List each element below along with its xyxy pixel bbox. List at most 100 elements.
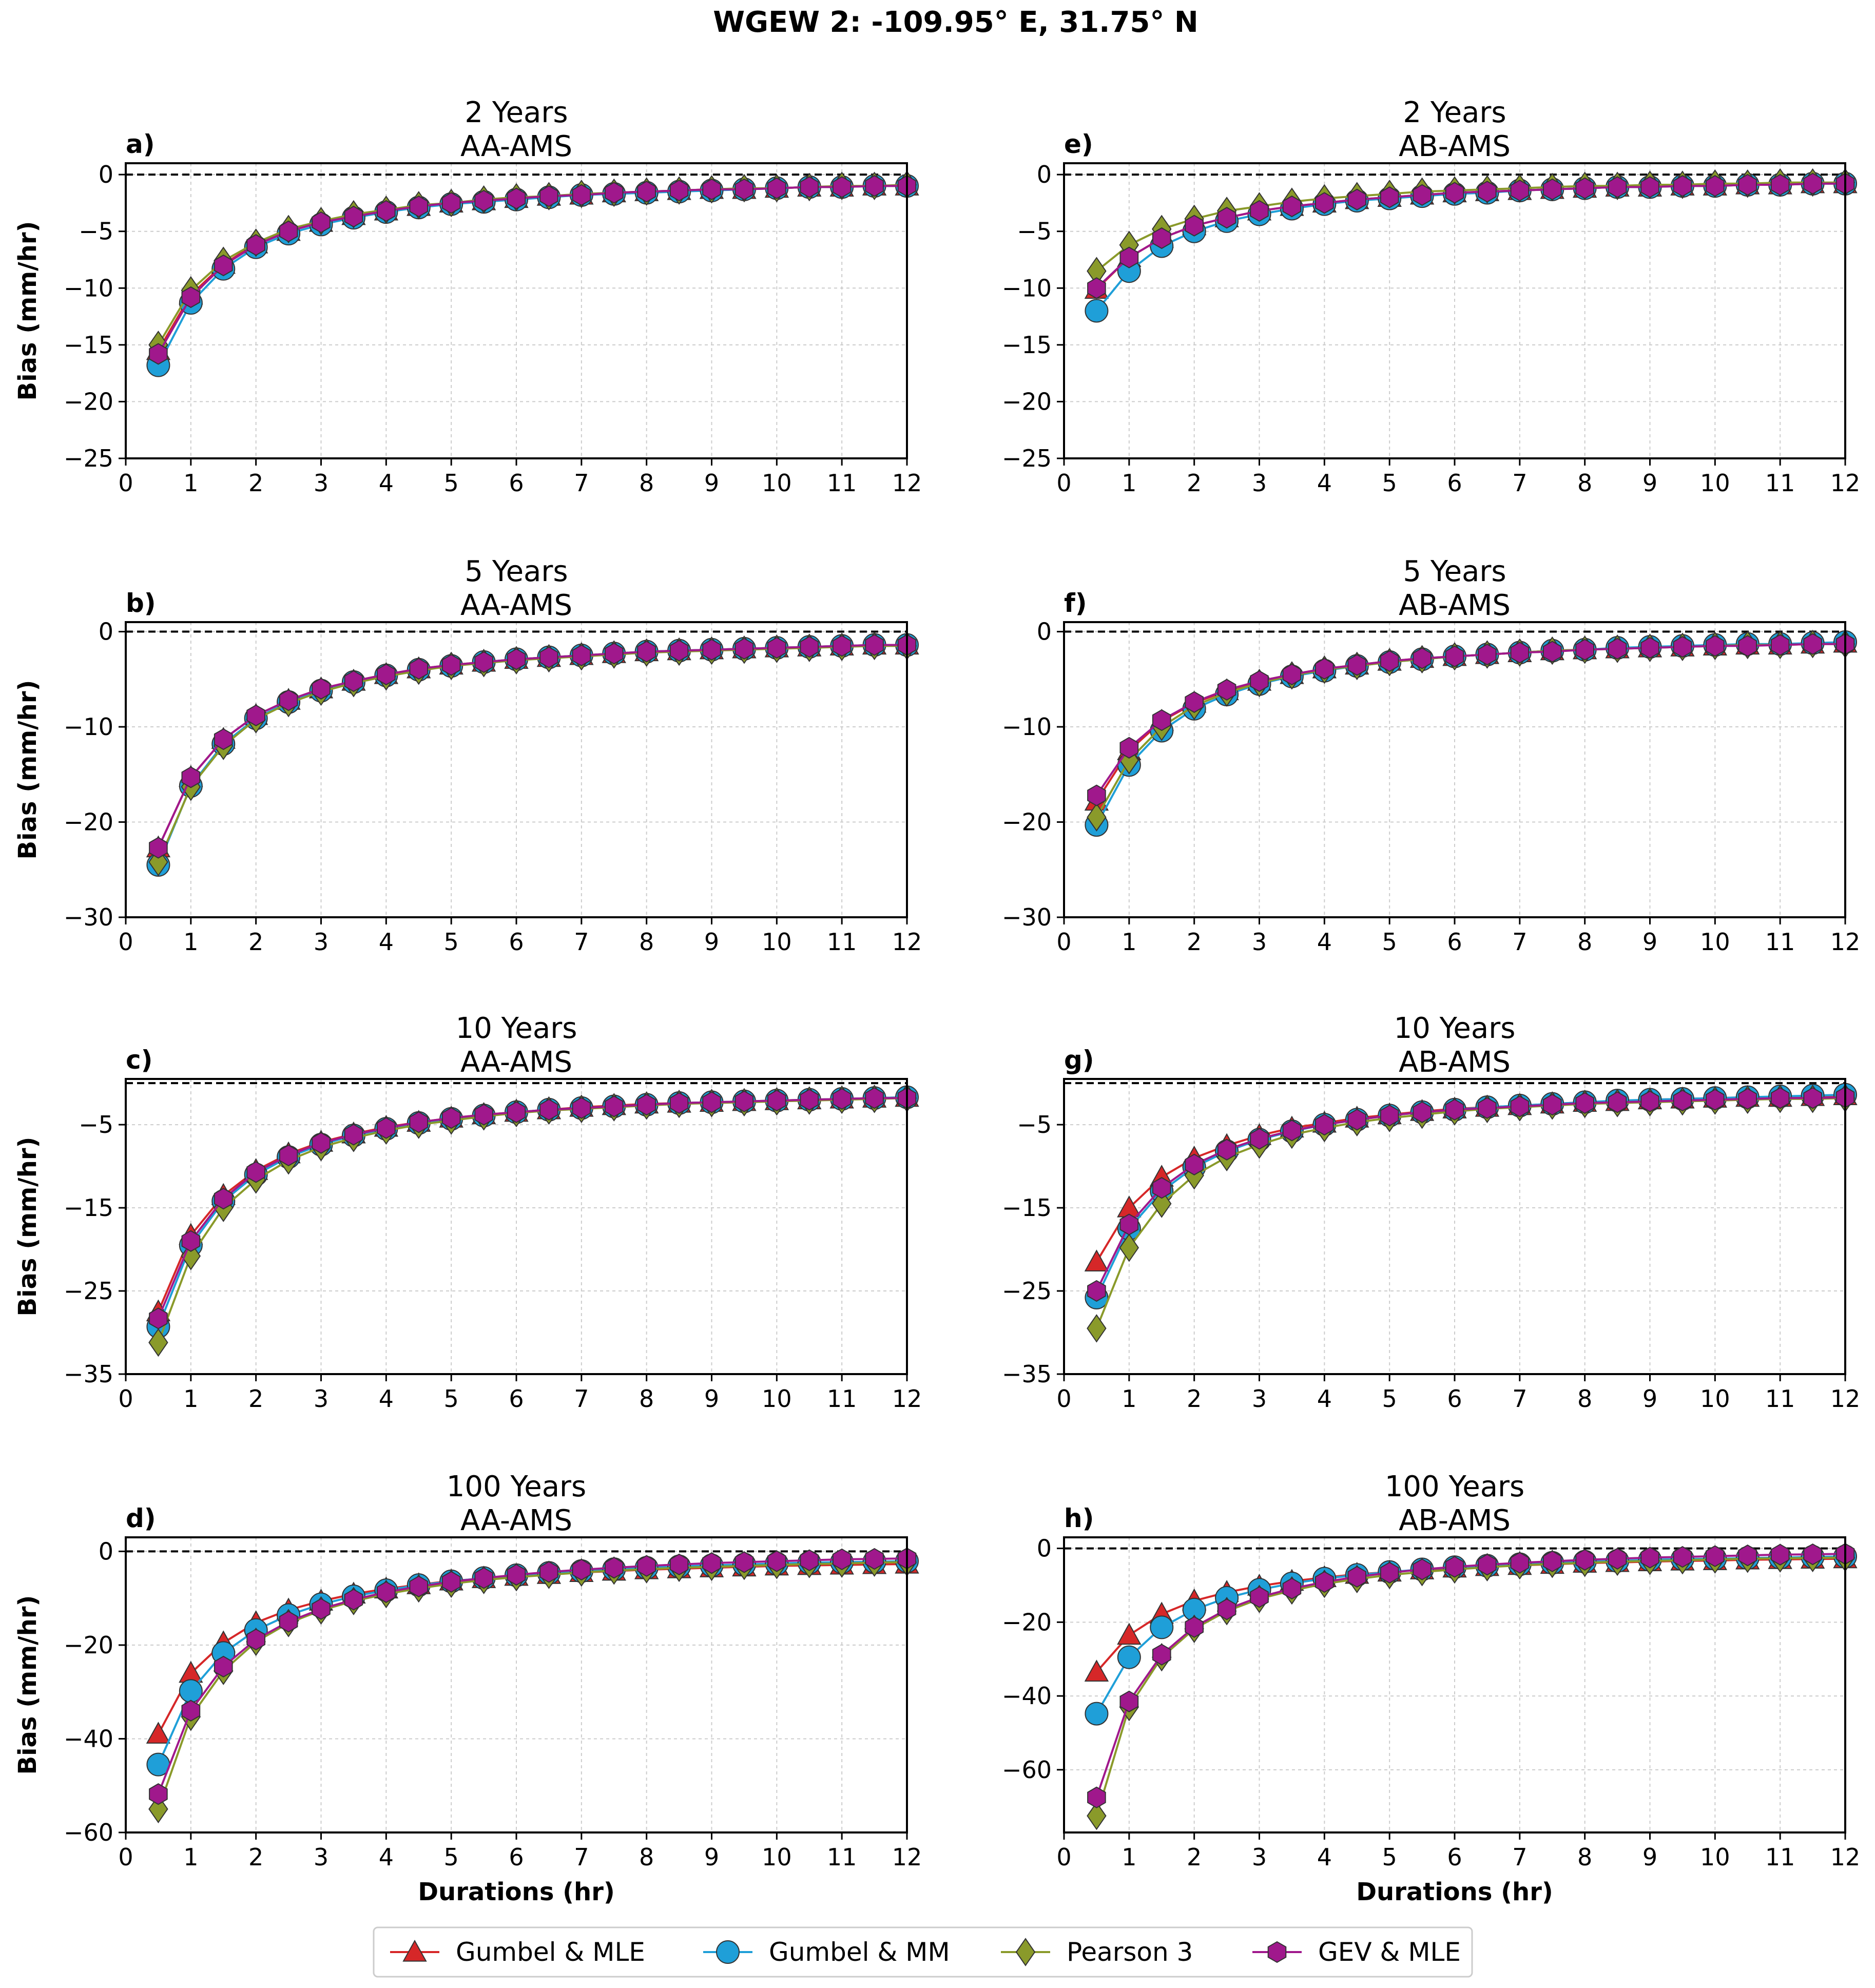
data-point bbox=[474, 189, 493, 212]
x-tick-label: 12 bbox=[892, 1843, 922, 1871]
legend-item: Gumbel & MLE bbox=[390, 1937, 645, 1967]
x-tick-label: 7 bbox=[1512, 1843, 1527, 1871]
data-point bbox=[832, 635, 852, 657]
data-point bbox=[1084, 1659, 1109, 1682]
data-point bbox=[832, 176, 852, 198]
data-point bbox=[1380, 650, 1399, 672]
y-axis-label: Bias (mm/hr) bbox=[13, 221, 42, 401]
x-tick-label: 0 bbox=[1056, 928, 1071, 956]
x-tick-label: 12 bbox=[892, 928, 922, 956]
panel-label: a) bbox=[126, 129, 155, 159]
x-tick-label: 1 bbox=[1122, 1843, 1136, 1871]
y-tick-label: 0 bbox=[99, 1537, 113, 1565]
data-point bbox=[1575, 177, 1594, 199]
series-gev-mle bbox=[1087, 172, 1855, 299]
x-tick-label: 5 bbox=[444, 1385, 459, 1413]
data-point bbox=[214, 728, 233, 750]
data-point bbox=[279, 1144, 298, 1167]
data-point bbox=[702, 1552, 721, 1574]
x-tick-label: 1 bbox=[1122, 469, 1136, 497]
panel-label: f) bbox=[1064, 588, 1087, 618]
x-tick-label: 11 bbox=[827, 928, 857, 956]
x-tick-label: 3 bbox=[1252, 1843, 1267, 1871]
data-point bbox=[1119, 1690, 1139, 1712]
data-point bbox=[1152, 227, 1171, 249]
y-tick-label: −20 bbox=[1002, 388, 1052, 415]
data-point bbox=[1608, 1091, 1627, 1113]
data-point bbox=[1413, 1101, 1432, 1123]
x-tick-label: 9 bbox=[704, 1385, 719, 1413]
data-point bbox=[377, 663, 396, 686]
x-tick-label: 5 bbox=[1382, 1385, 1397, 1413]
x-tick-label: 9 bbox=[1642, 469, 1657, 497]
y-tick-label: −20 bbox=[64, 1631, 113, 1659]
hexagon-icon bbox=[1267, 1941, 1287, 1963]
y-tick-label: −5 bbox=[79, 218, 113, 245]
data-point bbox=[572, 1097, 591, 1119]
data-point bbox=[507, 648, 526, 670]
data-point bbox=[1413, 647, 1432, 669]
y-tick-label: −25 bbox=[1002, 445, 1052, 472]
diamond-icon bbox=[1015, 1938, 1036, 1966]
y-tick-label: −10 bbox=[64, 274, 113, 302]
data-point bbox=[246, 1161, 265, 1183]
series-gev-mle bbox=[149, 1547, 917, 1805]
data-point bbox=[1445, 1556, 1464, 1578]
legend-label: Gumbel & MLE bbox=[456, 1937, 645, 1967]
x-tick-label: 8 bbox=[1577, 1843, 1592, 1871]
x-tick-label: 6 bbox=[1447, 1843, 1462, 1871]
data-point bbox=[669, 1092, 689, 1114]
x-tick-label: 12 bbox=[1830, 1385, 1861, 1413]
data-point bbox=[214, 1655, 233, 1678]
data-point bbox=[181, 1700, 201, 1722]
data-point bbox=[1347, 1109, 1367, 1131]
data-point bbox=[767, 1550, 786, 1572]
x-tick-label: 4 bbox=[379, 1843, 394, 1871]
x-tick-label: 8 bbox=[639, 928, 654, 956]
data-point bbox=[572, 644, 591, 667]
x-tick-label: 3 bbox=[314, 469, 328, 497]
y-tick-label: −10 bbox=[64, 713, 113, 741]
data-point bbox=[344, 1124, 363, 1146]
y-tick-label: −20 bbox=[64, 388, 113, 415]
y-tick-label: −20 bbox=[1002, 1608, 1052, 1636]
data-point bbox=[734, 1090, 754, 1112]
x-tick-label: 10 bbox=[762, 1843, 792, 1871]
data-point bbox=[637, 1555, 656, 1577]
y-tick-label: −25 bbox=[64, 445, 113, 472]
data-point bbox=[1640, 176, 1659, 198]
x-tick-label: 10 bbox=[1700, 928, 1730, 956]
panel-subtitle: AB-AMS bbox=[1399, 1504, 1511, 1537]
data-point bbox=[1510, 1552, 1530, 1574]
x-tick-label: 11 bbox=[1765, 1385, 1795, 1413]
data-point bbox=[539, 1098, 558, 1121]
data-point bbox=[734, 638, 754, 660]
y-tick-label: −40 bbox=[1002, 1682, 1052, 1710]
data-point bbox=[409, 195, 429, 218]
data-point bbox=[409, 1111, 429, 1133]
data-point bbox=[1085, 299, 1109, 323]
data-point bbox=[246, 1628, 265, 1651]
data-point bbox=[1673, 636, 1692, 658]
data-point bbox=[377, 1581, 396, 1603]
triangle-icon bbox=[402, 1939, 427, 1962]
x-tick-label: 5 bbox=[444, 1843, 459, 1871]
panel-subtitle: AA-AMS bbox=[460, 1046, 572, 1079]
x-tick-label: 5 bbox=[444, 469, 459, 497]
x-tick-label: 2 bbox=[1187, 469, 1202, 497]
data-point bbox=[377, 200, 396, 222]
data-point bbox=[409, 1575, 429, 1597]
data-point bbox=[1315, 1113, 1334, 1136]
data-point bbox=[800, 636, 819, 658]
legend-frame bbox=[373, 1926, 1473, 1978]
data-point bbox=[1087, 1801, 1107, 1830]
data-point bbox=[1445, 182, 1464, 204]
series-gev-mle bbox=[1087, 1543, 1855, 1808]
data-point bbox=[572, 184, 591, 206]
data-point bbox=[507, 1564, 526, 1586]
data-point bbox=[832, 1088, 852, 1110]
data-point bbox=[1738, 635, 1757, 657]
x-tick-label: 0 bbox=[1056, 469, 1071, 497]
data-point bbox=[1250, 670, 1269, 692]
